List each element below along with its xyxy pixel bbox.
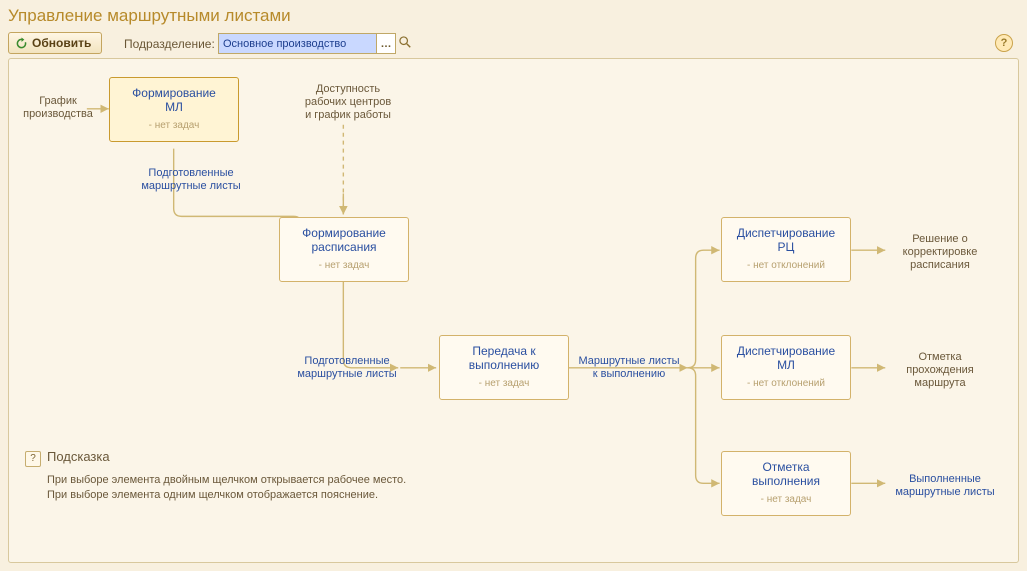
node-caption: ДиспетчированиеРЦ bbox=[728, 226, 844, 254]
node-status: - нет отклонений bbox=[728, 378, 844, 389]
label-to-exec[interactable]: Маршрутные листык выполнению bbox=[569, 355, 689, 381]
label-availability: Доступностьрабочих центрови график работ… bbox=[293, 83, 403, 122]
node-dispatch-rc[interactable]: ДиспетчированиеРЦ - нет отклонений bbox=[721, 217, 851, 282]
node-mark-done[interactable]: Отметкавыполнения - нет задач bbox=[721, 451, 851, 516]
hint-body: При выборе элемента двойным щелчком откр… bbox=[47, 473, 425, 503]
hint-title: Подсказка bbox=[47, 449, 110, 464]
hint-icon: ? bbox=[25, 451, 41, 467]
node-status: - нет задач bbox=[728, 494, 844, 505]
node-caption: Формированиерасписания bbox=[286, 226, 402, 254]
label-prepared-1[interactable]: Подготовленныемаршрутные листы bbox=[131, 167, 251, 193]
node-status: - нет задач bbox=[446, 378, 562, 389]
hint-box: ? Подсказка При выборе элемента двойным щ… bbox=[25, 449, 425, 503]
node-transfer[interactable]: Передача квыполнению - нет задач bbox=[439, 335, 569, 400]
node-form-schedule[interactable]: Формированиерасписания - нет задач bbox=[279, 217, 409, 282]
node-caption: ФормированиеМЛ bbox=[116, 86, 232, 114]
page-title: Управление маршрутными листами bbox=[8, 6, 291, 26]
refresh-button[interactable]: Обновить bbox=[8, 32, 102, 54]
node-dispatch-ml[interactable]: ДиспетчированиеМЛ - нет отклонений bbox=[721, 335, 851, 400]
label-mark-route: Отметкапрохождениямаршрута bbox=[885, 351, 995, 390]
flow-canvas: Графикпроизводства Подготовленныемаршрут… bbox=[8, 58, 1019, 563]
label-done[interactable]: Выполненныемаршрутные листы bbox=[885, 473, 1005, 499]
node-form-ml[interactable]: ФормированиеМЛ - нет задач bbox=[109, 77, 239, 142]
refresh-label: Обновить bbox=[32, 36, 91, 50]
subdivision-label: Подразделение: bbox=[124, 37, 215, 51]
label-decision: Решение окорректировкерасписания bbox=[885, 233, 995, 272]
label-prepared-2[interactable]: Подготовленныемаршрутные листы bbox=[287, 355, 407, 381]
subdivision-combo[interactable]: Основное производство … bbox=[218, 33, 396, 54]
node-caption: Передача квыполнению bbox=[446, 344, 562, 372]
combo-ellipsis-button[interactable]: … bbox=[376, 34, 395, 53]
node-caption: ДиспетчированиеМЛ bbox=[728, 344, 844, 372]
refresh-icon bbox=[15, 37, 28, 50]
label-input: Графикпроизводства bbox=[15, 95, 101, 121]
search-icon[interactable] bbox=[398, 35, 412, 52]
node-status: - нет задач bbox=[116, 120, 232, 131]
node-status: - нет отклонений bbox=[728, 260, 844, 271]
help-icon[interactable]: ? bbox=[995, 34, 1013, 52]
subdivision-value: Основное производство bbox=[219, 34, 376, 53]
node-status: - нет задач bbox=[286, 260, 402, 271]
node-caption: Отметкавыполнения bbox=[728, 460, 844, 488]
